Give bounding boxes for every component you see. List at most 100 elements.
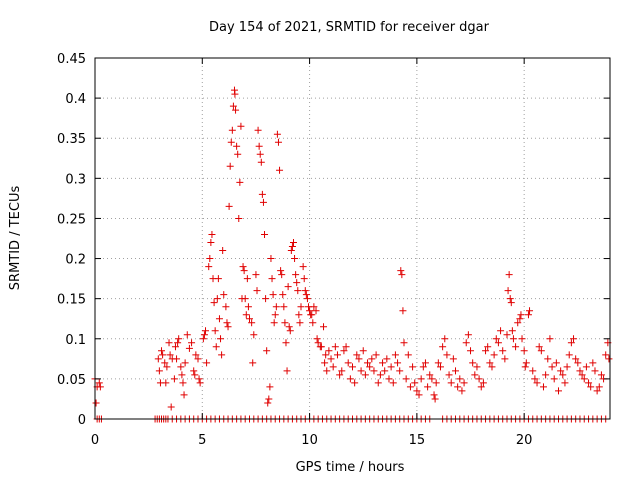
data-point	[188, 339, 196, 347]
data-point	[585, 379, 593, 387]
data-point	[195, 375, 203, 383]
data-point	[381, 367, 389, 375]
data-point	[333, 351, 341, 359]
data-point	[236, 178, 244, 186]
data-point	[196, 379, 204, 387]
data-point	[424, 383, 432, 391]
data-point	[589, 359, 597, 367]
data-point	[282, 339, 290, 347]
data-point	[383, 355, 391, 363]
data-point	[421, 359, 429, 367]
data-point	[572, 355, 580, 363]
data-point	[243, 275, 251, 283]
data-point	[559, 371, 567, 379]
data-point	[200, 331, 208, 339]
data-point	[217, 335, 225, 343]
data-point	[299, 263, 307, 271]
data-point	[445, 371, 453, 379]
y-tick-label: 0.1	[65, 333, 86, 348]
data-point	[219, 247, 227, 255]
data-point	[288, 243, 296, 251]
data-point	[428, 375, 436, 383]
data-point	[165, 339, 173, 347]
data-point	[361, 371, 369, 379]
data-point	[415, 391, 423, 399]
data-point	[454, 383, 462, 391]
data-point	[597, 371, 605, 379]
data-point	[452, 367, 459, 375]
data-point	[488, 363, 496, 371]
data-point	[267, 255, 275, 263]
data-point	[227, 138, 235, 146]
data-point	[372, 351, 380, 359]
data-point	[284, 283, 292, 291]
data-point	[462, 339, 470, 347]
data-point	[431, 395, 439, 403]
data-point	[374, 379, 382, 387]
data-point	[96, 383, 104, 391]
data-point	[473, 363, 481, 371]
data-point	[225, 202, 233, 210]
y-tick-label: 0.4	[65, 92, 86, 107]
data-point	[417, 375, 425, 383]
data-point	[479, 379, 487, 387]
data-point	[203, 359, 211, 367]
data-point	[272, 303, 280, 311]
data-point	[509, 335, 517, 343]
data-point	[294, 287, 302, 295]
data-point	[353, 351, 361, 359]
x-tick-label: 10	[301, 433, 318, 448]
x-axis: 0 5 10 15 20	[91, 58, 533, 448]
data-point	[266, 383, 274, 391]
data-point	[340, 347, 348, 355]
data-point	[214, 275, 222, 283]
data-point	[516, 315, 524, 323]
data-point	[591, 367, 599, 375]
data-point	[244, 303, 252, 311]
data-point	[366, 363, 374, 371]
data-point	[432, 379, 440, 387]
data-point	[531, 375, 539, 383]
data-point	[296, 319, 304, 327]
data-point	[302, 291, 310, 299]
data-point	[155, 367, 163, 375]
data-point	[224, 323, 232, 331]
data-point	[285, 323, 293, 331]
data-point	[231, 90, 239, 98]
data-point	[287, 247, 295, 255]
data-point	[557, 367, 565, 375]
data-point	[503, 331, 511, 339]
data-point	[286, 327, 294, 335]
data-point	[241, 295, 249, 303]
data-point	[233, 142, 241, 150]
data-point	[314, 339, 322, 347]
data-point	[526, 307, 534, 315]
data-point	[404, 351, 412, 359]
data-point	[281, 319, 289, 327]
data-point	[394, 359, 402, 367]
data-point	[376, 371, 384, 379]
data-point	[295, 311, 303, 319]
data-point	[253, 287, 261, 295]
data-point	[321, 359, 329, 367]
x-tick-label: 20	[516, 433, 533, 448]
data-point	[441, 335, 449, 343]
data-point	[542, 371, 550, 379]
data-point	[274, 138, 282, 146]
data-point	[309, 319, 317, 327]
data-point	[548, 363, 556, 371]
data-point	[278, 271, 286, 279]
data-point	[178, 371, 186, 379]
data-point	[529, 367, 537, 375]
data-point	[475, 375, 483, 383]
data-point	[179, 379, 187, 387]
data-point	[190, 367, 198, 375]
data-point	[359, 347, 367, 355]
data-point	[517, 311, 525, 319]
data-point	[170, 375, 178, 383]
data-point	[166, 351, 174, 359]
data-point	[443, 351, 451, 359]
data-point	[239, 263, 247, 271]
data-point	[159, 351, 167, 359]
data-point	[436, 363, 444, 371]
